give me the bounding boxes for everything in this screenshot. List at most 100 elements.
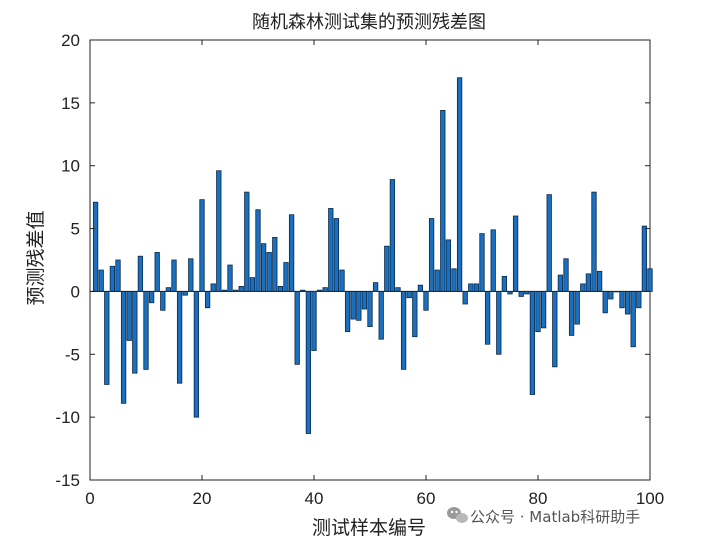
bar-34 — [277, 285, 284, 292]
bar-70 — [479, 233, 485, 292]
bar-44 — [333, 218, 340, 292]
bar-25 — [227, 264, 233, 292]
bar-45 — [339, 269, 345, 292]
bar-97 — [630, 291, 636, 348]
bar-99 — [641, 225, 648, 292]
bar-19 — [193, 291, 200, 418]
bar-93 — [608, 291, 614, 300]
bar-53 — [384, 245, 390, 292]
bar-91 — [596, 270, 603, 292]
x-tick-label-80: 80 — [529, 489, 548, 508]
bar-76 — [512, 215, 519, 292]
bar-17 — [182, 291, 188, 296]
bar-84 — [557, 274, 564, 292]
bar-33 — [272, 236, 278, 292]
bar-47 — [350, 291, 356, 320]
chart-title: 随机森林测试集的预测残差图 — [252, 12, 486, 33]
plot-area: 0 20 40 60 80 100 -15 -10 -5 0 5 10 15 20 — [55, 31, 664, 508]
bar-42 — [322, 287, 328, 292]
bar-8 — [132, 291, 138, 374]
x-tick-label-20: 20 — [193, 489, 212, 508]
bar-71 — [484, 291, 491, 345]
bar-3 — [104, 291, 110, 385]
bar-100 — [647, 268, 653, 292]
y-tick-label--15: -15 — [55, 471, 80, 490]
bar-9 — [137, 255, 144, 292]
bar-12 — [154, 252, 160, 292]
bar-5 — [115, 259, 121, 292]
bar-48 — [356, 291, 362, 321]
bar-56 — [400, 291, 407, 370]
bar-20 — [199, 199, 205, 292]
bar-86 — [568, 291, 575, 336]
bar-77 — [518, 291, 524, 297]
bar-16 — [176, 291, 183, 384]
bar-21 — [204, 291, 211, 309]
bar-28 — [244, 191, 250, 292]
bar-58 — [412, 291, 418, 338]
bar-67 — [462, 291, 468, 305]
bar-30 — [255, 209, 261, 292]
bar-62 — [434, 269, 440, 292]
bar-66 — [456, 77, 463, 292]
bar-14 — [165, 287, 172, 292]
bar-39 — [305, 291, 312, 434]
bar-55 — [395, 287, 401, 292]
x-axis-label: 测试样本编号 — [312, 517, 426, 539]
bar-74 — [501, 275, 508, 292]
bar-72 — [490, 229, 496, 292]
bar-89 — [585, 273, 592, 292]
bar-10 — [143, 291, 149, 370]
bar-88 — [580, 283, 586, 292]
bar-59 — [417, 284, 424, 292]
bar-18 — [188, 258, 194, 292]
bar-85 — [563, 258, 569, 292]
bar-27 — [238, 285, 244, 292]
y-tick-label-5: 5 — [71, 220, 80, 239]
bar-11 — [148, 291, 155, 304]
bar-15 — [171, 259, 177, 292]
y-axis-ticks: -15 -10 -5 0 5 10 15 20 — [55, 31, 650, 490]
bar-98 — [636, 291, 642, 309]
bar-54 — [389, 179, 396, 292]
bar-81 — [540, 291, 547, 329]
y-tick-label-10: 10 — [61, 157, 80, 176]
bar-series — [92, 77, 653, 434]
bar-6 — [120, 291, 127, 404]
bar-65 — [451, 268, 457, 292]
watermark-text: 公众号 · Matlab科研助手 — [470, 508, 640, 526]
bar-52 — [378, 291, 384, 340]
bar-92 — [602, 291, 608, 314]
bar-35 — [283, 262, 289, 292]
bar-73 — [496, 291, 502, 355]
bar-63 — [440, 110, 446, 292]
bar-22 — [210, 283, 216, 292]
bar-80 — [535, 291, 541, 333]
bar-87 — [574, 291, 580, 325]
bar-29 — [249, 277, 256, 292]
bar-37 — [294, 291, 300, 365]
plot-frame — [89, 39, 651, 481]
bar-13 — [160, 291, 166, 311]
bar-40 — [311, 291, 317, 351]
bar-90 — [591, 191, 597, 292]
bar-2 — [98, 269, 104, 292]
bar-61 — [428, 218, 435, 292]
x-axis-ticks: 0 20 40 60 80 100 — [85, 40, 664, 508]
x-tick-label-0: 0 — [85, 489, 94, 508]
bar-36 — [288, 214, 295, 292]
bar-57 — [406, 291, 412, 299]
bar-60 — [423, 291, 429, 311]
wechat-icon — [447, 507, 468, 523]
y-tick-label-0: 0 — [71, 282, 80, 301]
x-tick-label-40: 40 — [305, 489, 324, 508]
y-tick-label--5: -5 — [65, 345, 80, 364]
bar-51 — [372, 282, 379, 292]
bar-31 — [260, 243, 267, 292]
bar-69 — [473, 283, 480, 292]
bar-7 — [126, 291, 132, 341]
x-tick-label-60: 60 — [417, 489, 436, 508]
bar-43 — [328, 208, 334, 292]
x-tick-label-100: 100 — [636, 489, 664, 508]
